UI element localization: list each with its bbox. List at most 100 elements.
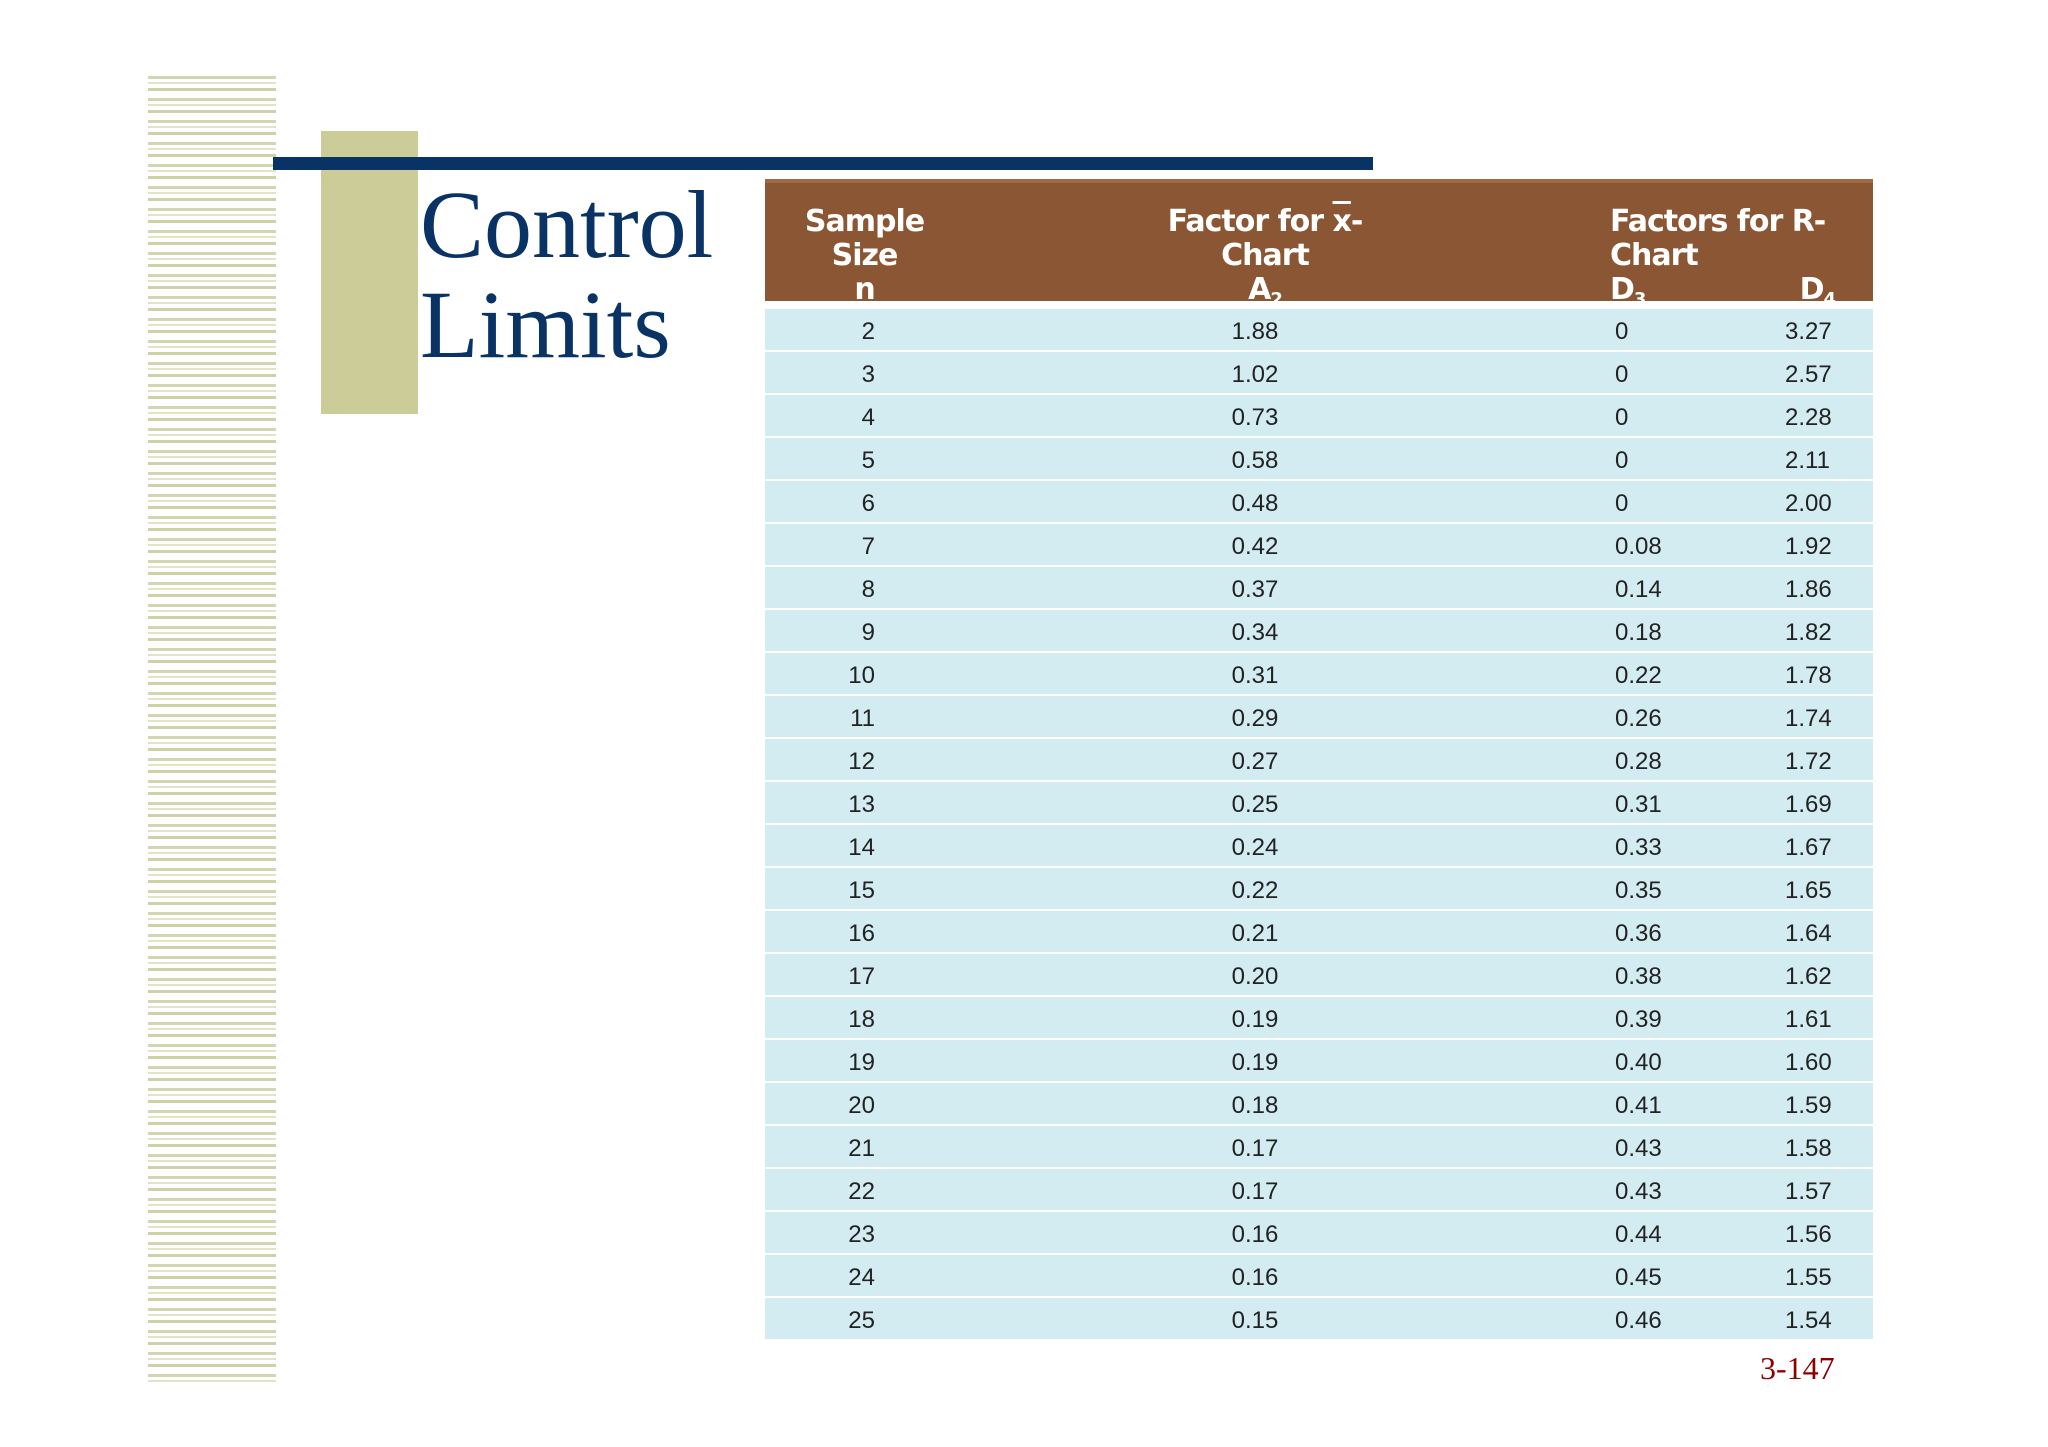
cell-a2: 0.29	[1231, 705, 1279, 732]
cell-d4: 1.78	[1785, 662, 1832, 689]
cell-d4: 1.59	[1785, 1092, 1832, 1119]
cell-d3: 0.18	[1615, 619, 1662, 646]
cell-a2: 0.37	[1231, 576, 1279, 603]
cell-d4: 1.57	[1785, 1178, 1832, 1205]
cell-d4: 1.62	[1785, 963, 1832, 990]
slide-title: Control Limits	[420, 175, 713, 375]
cell-a2: 0.27	[1231, 748, 1279, 775]
cell-d3: 0.26	[1615, 705, 1662, 732]
cell-d4: 1.72	[1785, 748, 1832, 775]
cell-d3: 0.41	[1615, 1092, 1662, 1119]
control-chart-factors-table: Sample Size n Factor for x-Chart A2 Fact…	[765, 179, 1873, 1341]
cell-d4: 1.82	[1785, 619, 1832, 646]
table-body: 2 1.88 0 3.27 3 1.02 0 2.57 4 0.73 0 2.28 5 0.58 0 2.11…	[765, 309, 1873, 1341]
table-row: 11 0.29 0.26 1.74	[765, 696, 1873, 739]
cell-d3: 0	[1615, 447, 1629, 474]
cell-a2: 0.22	[1231, 877, 1279, 904]
cell-a2: 1.02	[1231, 361, 1279, 388]
table-row: 13 0.25 0.31 1.69	[765, 782, 1873, 825]
cell-d4: 1.60	[1785, 1049, 1832, 1076]
cell-d3: 0	[1615, 361, 1629, 388]
header-xbar-chart: Factor for x-Chart A2	[1135, 205, 1395, 317]
cell-a2: 0.19	[1231, 1006, 1279, 1033]
cell-d4: 1.67	[1785, 834, 1832, 861]
cell-sample-size: 10	[848, 662, 875, 689]
cell-d3: 0.33	[1615, 834, 1662, 861]
table-row: 8 0.37 0.14 1.86	[765, 567, 1873, 610]
cell-sample-size: 14	[848, 834, 875, 861]
header-a2-subscript: 2	[1270, 289, 1282, 310]
header-sample-size-label: Sample Size	[804, 204, 925, 273]
header-sample-size-symbol: n	[854, 272, 875, 307]
header-r-chart: Factors for R-Chart D3 D4	[1610, 205, 1870, 317]
cell-d4: 1.54	[1785, 1307, 1832, 1334]
cell-d4: 2.28	[1785, 404, 1832, 431]
cell-sample-size: 5	[861, 447, 875, 474]
cell-d3: 0.36	[1615, 920, 1662, 947]
cell-a2: 0.15	[1231, 1307, 1279, 1334]
cell-d4: 1.64	[1785, 920, 1832, 947]
cell-d4: 1.58	[1785, 1135, 1832, 1162]
cell-d3: 0	[1615, 490, 1629, 517]
cell-d3: 0.43	[1615, 1178, 1662, 1205]
table-row: 25 0.15 0.46 1.54	[765, 1298, 1873, 1341]
header-xbar-symbol: x	[1332, 204, 1352, 239]
cell-sample-size: 2	[861, 318, 875, 345]
table-row: 9 0.34 0.18 1.82	[765, 610, 1873, 653]
slide-title-line-1: Control	[420, 171, 714, 278]
cell-sample-size: 19	[848, 1049, 875, 1076]
header-xbar-prefix: Factor for	[1167, 204, 1333, 239]
cell-sample-size: 11	[850, 705, 875, 732]
cell-a2: 0.31	[1231, 662, 1279, 689]
table-row: 4 0.73 0 2.28	[765, 395, 1873, 438]
table-row: 21 0.17 0.43 1.58	[765, 1126, 1873, 1169]
cell-sample-size: 3	[861, 361, 875, 388]
cell-d4: 1.74	[1785, 705, 1832, 732]
cell-d3: 0.46	[1615, 1307, 1662, 1334]
table-row: 16 0.21 0.36 1.64	[765, 911, 1873, 954]
cell-a2: 0.19	[1231, 1049, 1279, 1076]
cell-d3: 0.31	[1615, 791, 1662, 818]
header-d4-subscript: 4	[1823, 289, 1835, 310]
table-row: 15 0.22 0.35 1.65	[765, 868, 1873, 911]
cell-a2: 0.17	[1231, 1135, 1279, 1162]
table-row: 6 0.48 0 2.00	[765, 481, 1873, 524]
cell-d4: 3.27	[1785, 318, 1832, 345]
table-row: 22 0.17 0.43 1.57	[765, 1169, 1873, 1212]
header-a2: A2	[1135, 273, 1395, 317]
header-a2-letter: A	[1248, 272, 1271, 307]
cell-d3: 0.43	[1615, 1135, 1662, 1162]
cell-sample-size: 13	[848, 791, 875, 818]
cell-sample-size: 12	[848, 748, 875, 775]
page-number: 3-147	[1760, 1350, 1835, 1386]
cell-a2: 0.58	[1231, 447, 1279, 474]
cell-sample-size: 7	[861, 533, 875, 560]
table-row: 23 0.16 0.44 1.56	[765, 1212, 1873, 1255]
cell-a2: 0.20	[1231, 963, 1279, 990]
table-header: Sample Size n Factor for x-Chart A2 Fact…	[765, 179, 1873, 310]
cell-a2: 0.48	[1231, 490, 1279, 517]
cell-d3: 0.22	[1615, 662, 1662, 689]
cell-d3: 0.38	[1615, 963, 1662, 990]
table-row: 3 1.02 0 2.57	[765, 352, 1873, 395]
table-row: 24 0.16 0.45 1.55	[765, 1255, 1873, 1298]
header-d3-subscript: 3	[1633, 289, 1646, 310]
header-xbar-suffix: -Chart	[1221, 204, 1363, 273]
cell-a2: 0.25	[1231, 791, 1279, 818]
cell-sample-size: 18	[848, 1006, 875, 1033]
table-row: 14 0.24 0.33 1.67	[765, 825, 1873, 868]
cell-sample-size: 16	[848, 920, 875, 947]
cell-a2: 0.73	[1231, 404, 1279, 431]
table-row: 17 0.20 0.38 1.62	[765, 954, 1873, 997]
header-d4: D4	[1800, 273, 1836, 317]
header-d3: D3	[1610, 273, 1646, 317]
cell-d4: 1.92	[1785, 533, 1832, 560]
cell-d3: 0.39	[1615, 1006, 1662, 1033]
cell-sample-size: 24	[848, 1264, 875, 1291]
cell-d3: 0.28	[1615, 748, 1662, 775]
cell-a2: 0.42	[1231, 533, 1279, 560]
decorative-stripe-band	[148, 76, 276, 1386]
cell-d3: 0.45	[1615, 1264, 1662, 1291]
cell-d3: 0.44	[1615, 1221, 1662, 1248]
cell-sample-size: 21	[848, 1135, 875, 1162]
